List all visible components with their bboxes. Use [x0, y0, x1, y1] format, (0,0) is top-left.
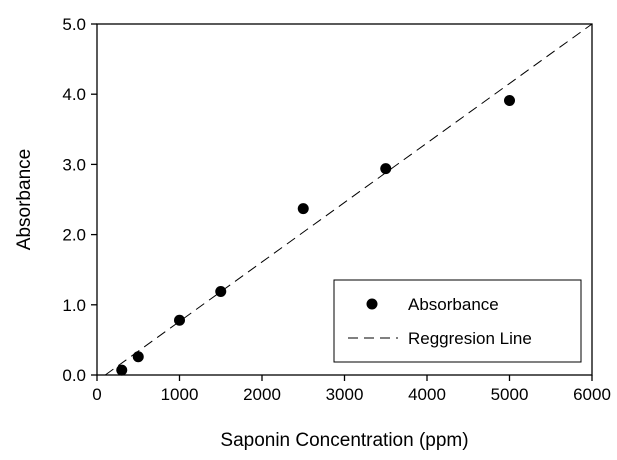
series-layer [104, 23, 593, 376]
x-tick-label: 0 [92, 385, 101, 404]
y-tick-label: 0.0 [62, 366, 86, 385]
legend-label-regression: Reggresion Line [408, 329, 532, 348]
x-tick-label: 3000 [326, 385, 364, 404]
legend-label-absorbance: Absorbance [408, 295, 499, 314]
data-point [504, 95, 515, 107]
x-tick-label: 1000 [161, 385, 199, 404]
y-tick-label: 2.0 [62, 226, 86, 245]
x-tick-label: 4000 [408, 385, 446, 404]
x-axis-title: Saponin Concentration (ppm) [220, 430, 468, 451]
legend-frame [333, 279, 582, 363]
y-tick-label: 3.0 [62, 155, 86, 174]
y-axis-ticks: 0.0 1.0 2.0 3.0 4.0 5.0 [62, 15, 97, 385]
data-point [380, 163, 392, 175]
data-point [297, 203, 309, 215]
x-axis-ticks: 0 1000 2000 3000 4000 5000 6000 [92, 375, 611, 404]
plot-area-frame [96, 23, 593, 376]
regression-line [104, 23, 593, 376]
data-point [132, 351, 144, 363]
x-tick-label: 6000 [573, 385, 611, 404]
data-point [174, 314, 185, 326]
y-tick-label: 1.0 [62, 296, 86, 315]
y-tick-label: 5.0 [62, 15, 86, 34]
y-tick-label: 4.0 [62, 85, 86, 104]
legend: Absorbance Reggresion Line [333, 279, 582, 363]
x-tick-label: 2000 [243, 385, 281, 404]
x-tick-label: 5000 [491, 385, 529, 404]
data-point [116, 364, 128, 376]
legend-marker-absorbance [366, 298, 378, 310]
data-point [215, 285, 227, 297]
y-axis-title: Absorbance [14, 149, 35, 250]
